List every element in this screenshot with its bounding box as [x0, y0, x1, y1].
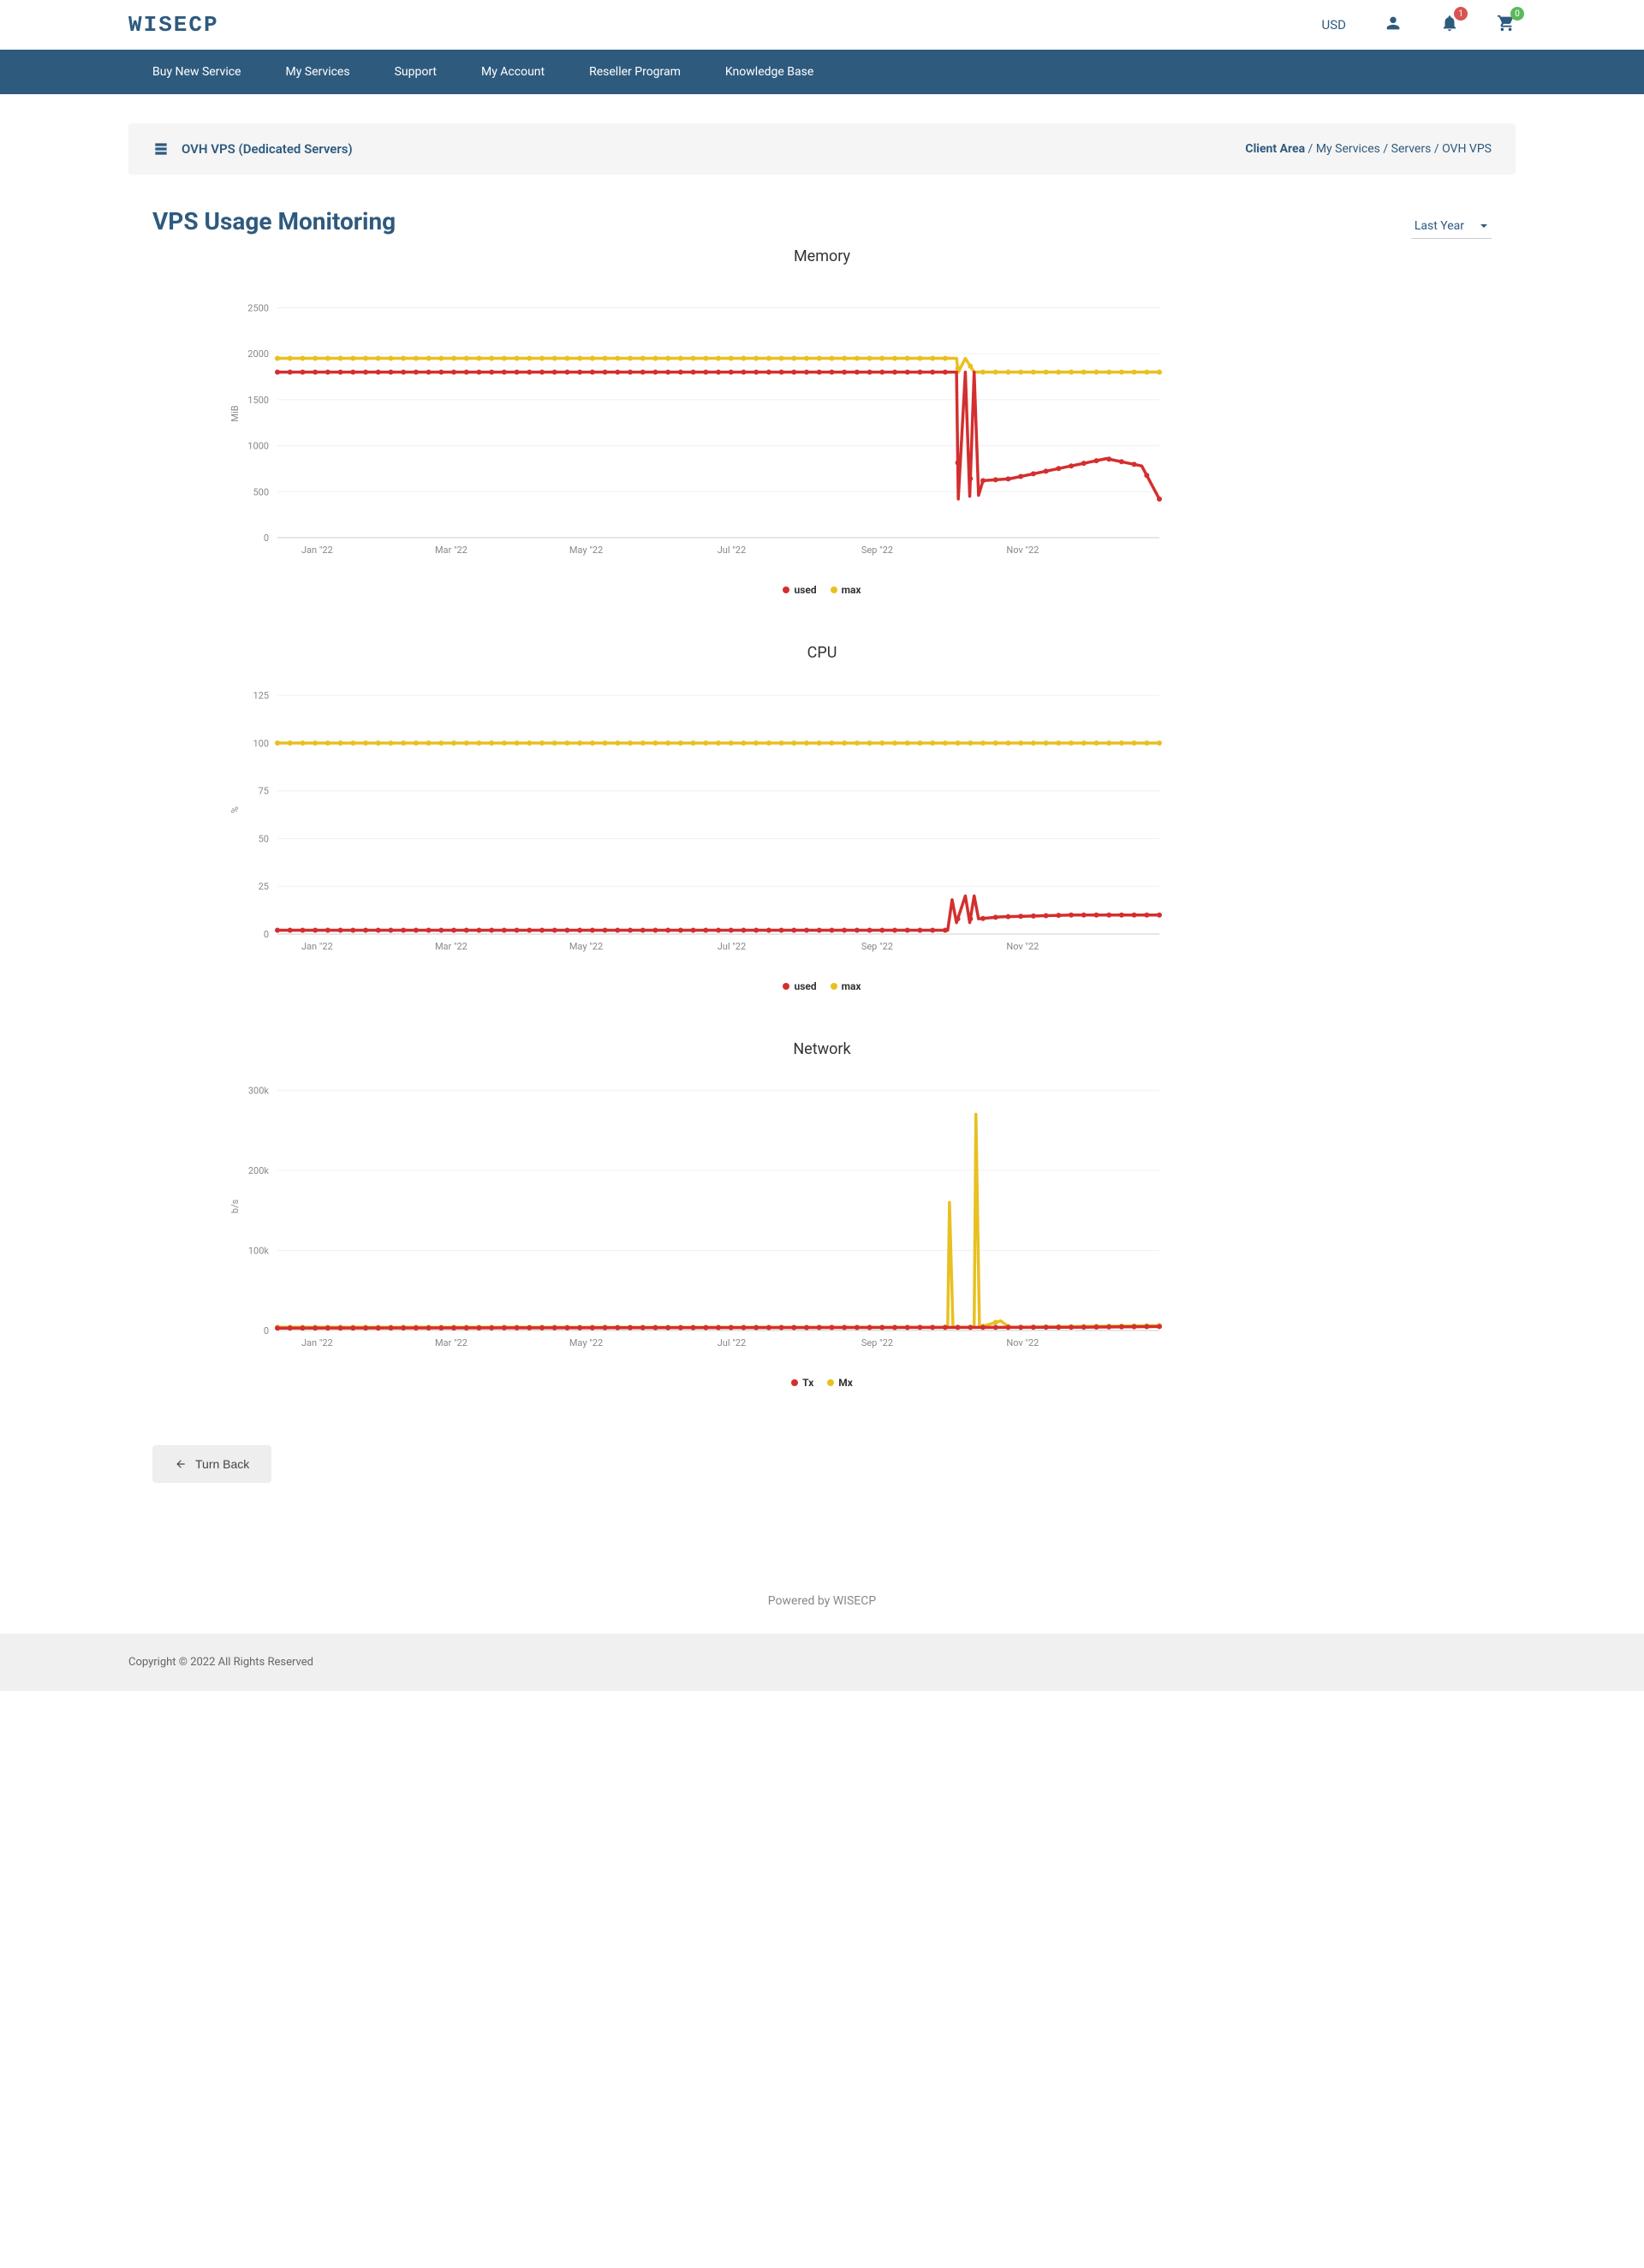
page-title: VPS Usage Monitoring [152, 207, 396, 235]
svg-text:Jan "22: Jan "22 [301, 545, 333, 556]
svg-text:b/s: b/s [229, 1199, 241, 1213]
breadcrumb-title: OVH VPS (Dedicated Servers) [152, 140, 353, 158]
svg-text:1500: 1500 [247, 395, 269, 406]
main-nav: Buy New ServiceMy ServicesSupportMy Acco… [0, 50, 1644, 94]
svg-text:1000: 1000 [247, 441, 269, 452]
nav-item-buy-new-service[interactable]: Buy New Service [128, 50, 263, 94]
content-card: VPS Usage Monitoring Last Year Memory 0 50… [128, 175, 1516, 1517]
svg-text:Sep "22: Sep "22 [861, 1337, 893, 1348]
legend-item[interactable]: Tx [791, 1377, 813, 1389]
svg-text:Jul "22: Jul "22 [718, 941, 746, 952]
chart-legend: Tx Mx [152, 1377, 1492, 1389]
topbar-actions: USD 1 0 [1322, 14, 1516, 36]
chart-cpu: CPU 0 25 50 75 100 125 Jan "22 Mar "22 May "22 Jul… [152, 644, 1492, 992]
svg-text:May "22: May "22 [569, 1337, 603, 1348]
currency-selector[interactable]: USD [1322, 17, 1346, 33]
nav-item-reseller-program[interactable]: Reseller Program [567, 50, 703, 94]
svg-text:125: 125 [253, 690, 269, 701]
page-header: VPS Usage Monitoring Last Year [152, 207, 1492, 239]
legend-item[interactable]: max [831, 980, 861, 992]
svg-text:2500: 2500 [247, 302, 269, 313]
svg-text:May "22: May "22 [569, 545, 603, 556]
breadcrumb-title-text: OVH VPS (Dedicated Servers) [182, 141, 353, 157]
chart-canvas: 0 100k 200k 300k Jan "22 Mar "22 May "22 Jul "2… [226, 1065, 1168, 1373]
chart-legend: used max [152, 584, 1492, 596]
svg-text:Mar "22: Mar "22 [435, 1337, 468, 1348]
svg-text:200k: 200k [248, 1165, 270, 1176]
chart-title: Network [152, 1040, 1492, 1058]
copyright-footer: Copyright © 2022 All Rights Reserved [0, 1634, 1644, 1691]
breadcrumb-segment[interactable]: My Services [1316, 142, 1380, 156]
turn-back-label: Turn Back [195, 1457, 249, 1471]
chart-memory: Memory 0 500 1000 1500 2000 2500 Jan "22 Mar "22… [152, 247, 1492, 596]
svg-text:75: 75 [259, 786, 269, 797]
cart-icon[interactable]: 0 [1497, 14, 1516, 36]
cart-badge: 0 [1510, 7, 1524, 21]
user-icon[interactable] [1384, 14, 1403, 36]
chart-canvas: 0 25 50 75 100 125 Jan "22 Mar "22 May "22 Jul "2… [226, 669, 1168, 977]
svg-text:0: 0 [264, 1325, 269, 1336]
svg-text:Jul "22: Jul "22 [718, 545, 746, 556]
server-icon [152, 140, 170, 158]
breadcrumb-segment: OVH VPS [1442, 142, 1492, 156]
arrow-left-icon [175, 1458, 187, 1470]
legend-item[interactable]: used [783, 584, 816, 596]
svg-text:May "22: May "22 [569, 941, 603, 952]
chevron-down-icon [1480, 222, 1488, 230]
legend-item[interactable]: max [831, 584, 861, 596]
svg-text:Nov "22: Nov "22 [1006, 1337, 1039, 1348]
chart-title: Memory [152, 247, 1492, 265]
svg-text:500: 500 [253, 486, 269, 497]
svg-text:50: 50 [259, 833, 269, 844]
powered-by-footer: Powered by WISECP [0, 1569, 1644, 1634]
breadcrumb-segment[interactable]: Servers [1391, 142, 1432, 156]
nav-item-my-services[interactable]: My Services [263, 50, 372, 94]
svg-text:Nov "22: Nov "22 [1006, 941, 1039, 952]
svg-text:0: 0 [264, 533, 269, 544]
chart-canvas: 0 500 1000 1500 2000 2500 Jan "22 Mar "22 May "2… [226, 272, 1168, 580]
svg-text:Sep "22: Sep "22 [861, 941, 893, 952]
page-container: OVH VPS (Dedicated Servers) Client Area … [0, 94, 1644, 1569]
turn-back-button[interactable]: Turn Back [152, 1445, 271, 1483]
svg-text:2000: 2000 [247, 348, 269, 360]
breadcrumb-path: Client Area / My Services / Servers / OV… [1245, 142, 1492, 156]
svg-text:Jul "22: Jul "22 [718, 1337, 746, 1348]
svg-text:100k: 100k [248, 1245, 270, 1256]
svg-text:%: % [229, 807, 241, 813]
svg-text:Sep "22: Sep "22 [861, 545, 893, 556]
notification-badge: 1 [1454, 7, 1468, 21]
svg-text:MiB: MiB [229, 405, 241, 421]
notifications-icon[interactable]: 1 [1440, 14, 1459, 36]
svg-text:25: 25 [259, 881, 269, 892]
svg-text:100: 100 [253, 738, 269, 749]
svg-text:Nov "22: Nov "22 [1006, 545, 1039, 556]
nav-item-my-account[interactable]: My Account [459, 50, 567, 94]
legend-item[interactable]: used [783, 980, 816, 992]
brand-logo: WISECP [128, 12, 219, 38]
legend-item[interactable]: Mx [827, 1377, 853, 1389]
breadcrumb-segment[interactable]: Client Area [1245, 142, 1305, 156]
breadcrumb-bar: OVH VPS (Dedicated Servers) Client Area … [128, 123, 1516, 175]
svg-text:300k: 300k [248, 1085, 270, 1096]
chart-legend: used max [152, 980, 1492, 992]
time-range-dropdown[interactable]: Last Year [1411, 214, 1492, 239]
nav-item-support[interactable]: Support [372, 50, 459, 94]
svg-text:Jan "22: Jan "22 [301, 1337, 333, 1348]
chart-title: CPU [152, 644, 1492, 662]
chart-network: Network 0 100k 200k 300k Jan "22 Mar "22 May "2… [152, 1040, 1492, 1389]
svg-text:Jan "22: Jan "22 [301, 941, 333, 952]
time-range-label: Last Year [1415, 219, 1464, 233]
topbar: WISECP USD 1 0 [0, 0, 1644, 50]
svg-text:0: 0 [264, 929, 269, 940]
svg-text:Mar "22: Mar "22 [435, 941, 468, 952]
nav-item-knowledge-base[interactable]: Knowledge Base [703, 50, 836, 94]
svg-text:Mar "22: Mar "22 [435, 545, 468, 556]
